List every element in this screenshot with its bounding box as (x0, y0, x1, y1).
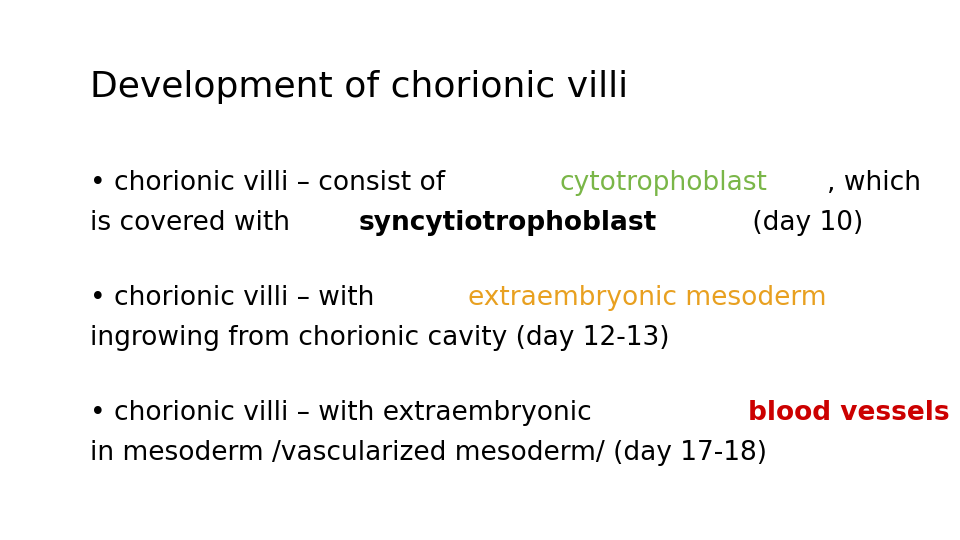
Text: blood vessels: blood vessels (748, 400, 949, 426)
Text: syncytiotrophoblast: syncytiotrophoblast (359, 210, 658, 236)
Text: • chorionic villi – with extraembryonic: • chorionic villi – with extraembryonic (90, 400, 600, 426)
Text: extraembryonic mesoderm: extraembryonic mesoderm (468, 285, 827, 311)
Text: • chorionic villi – with: • chorionic villi – with (90, 285, 383, 311)
Text: is covered with: is covered with (90, 210, 299, 236)
Text: ingrowing from chorionic cavity (day 12-13): ingrowing from chorionic cavity (day 12-… (90, 325, 669, 351)
Text: • chorionic villi – consist of: • chorionic villi – consist of (90, 170, 453, 196)
Text: in mesoderm /vascularized mesoderm/ (day 17-18): in mesoderm /vascularized mesoderm/ (day… (90, 440, 767, 466)
Text: cytotrophoblast: cytotrophoblast (559, 170, 767, 196)
Text: , which: , which (828, 170, 922, 196)
Text: Development of chorionic villi: Development of chorionic villi (90, 70, 628, 104)
Text: (day 10): (day 10) (744, 210, 863, 236)
